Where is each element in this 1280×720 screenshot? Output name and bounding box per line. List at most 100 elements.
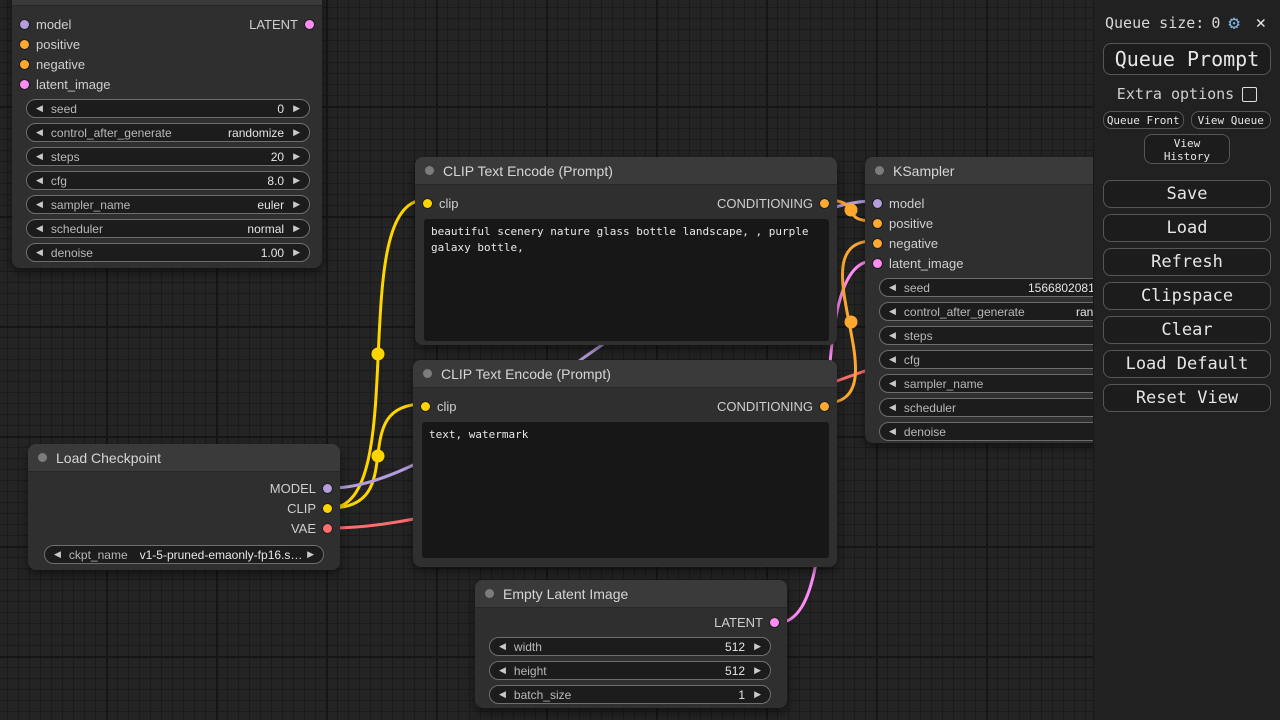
- node-header[interactable]: CLIP Text Encode (Prompt): [415, 157, 837, 185]
- node-header[interactable]: Empty Latent Image: [475, 580, 787, 608]
- clip-input-port[interactable]: [423, 198, 432, 208]
- extra-options-checkbox[interactable]: [1242, 86, 1258, 102]
- collapse-dot-icon[interactable]: [423, 369, 432, 378]
- widget-batch-size[interactable]: ◀ batch_size 1 ▶: [489, 685, 771, 704]
- model-input-port[interactable]: [20, 19, 29, 29]
- save-button[interactable]: Save: [1103, 180, 1271, 208]
- widget-height[interactable]: ◀ height 512 ▶: [489, 661, 771, 680]
- node-clip-text-encode-positive[interactable]: CLIP Text Encode (Prompt) clip CONDITION…: [415, 157, 837, 345]
- model-output-port[interactable]: [323, 483, 332, 493]
- node-header[interactable]: Load Checkpoint: [28, 444, 340, 472]
- latent-image-input-port[interactable]: [20, 79, 29, 89]
- gear-icon[interactable]: ⚙: [1228, 12, 1240, 34]
- view-history-button[interactable]: View History: [1144, 134, 1230, 164]
- clip-input-port[interactable]: [421, 401, 430, 411]
- decrement-arrow-icon[interactable]: ◀: [889, 354, 896, 364]
- link-dot: [844, 315, 858, 329]
- decrement-arrow-icon[interactable]: ◀: [889, 306, 896, 316]
- output-label: CLIP: [287, 500, 316, 516]
- increment-arrow-icon[interactable]: ▶: [293, 199, 300, 209]
- input-label: negative: [889, 235, 939, 251]
- decrement-arrow-icon[interactable]: ◀: [36, 175, 43, 185]
- queue-prompt-button[interactable]: Queue Prompt: [1103, 43, 1271, 75]
- widget-seed[interactable]: ◀ seed 0 ▶: [26, 99, 310, 118]
- model-input-port[interactable]: [873, 198, 882, 208]
- latent-output-port[interactable]: [305, 19, 314, 29]
- input-label: positive: [36, 36, 81, 52]
- node-header[interactable]: KSampler: [12, 0, 322, 6]
- increment-arrow-icon[interactable]: ▶: [293, 127, 300, 137]
- collapse-dot-icon[interactable]: [425, 166, 434, 175]
- widget-control-after-generate[interactable]: ◀ control_after_generate randomize ▶: [26, 123, 310, 142]
- clipspace-button[interactable]: Clipspace: [1103, 282, 1271, 310]
- decrement-arrow-icon[interactable]: ◀: [889, 282, 896, 292]
- view-queue-button[interactable]: View Queue: [1190, 111, 1271, 129]
- node-empty-latent-image[interactable]: Empty Latent Image LATENT ◀ width 512 ▶ …: [475, 580, 787, 708]
- decrement-arrow-icon[interactable]: ◀: [499, 689, 506, 699]
- decrement-arrow-icon[interactable]: ◀: [36, 127, 43, 137]
- node-title: Empty Latent Image: [503, 585, 629, 602]
- widget-width[interactable]: ◀ width 512 ▶: [489, 637, 771, 656]
- decrement-arrow-icon[interactable]: ◀: [889, 330, 896, 340]
- close-icon[interactable]: ✕: [1255, 13, 1266, 33]
- wire-clip-to-negative-encoder: [328, 402, 426, 510]
- positive-input-port[interactable]: [20, 39, 29, 49]
- node-title: CLIP Text Encode (Prompt): [441, 365, 611, 382]
- increment-arrow-icon[interactable]: ▶: [293, 103, 300, 113]
- queue-size-value: 0: [1211, 14, 1221, 32]
- increment-arrow-icon[interactable]: ▶: [754, 665, 761, 675]
- widget-cfg[interactable]: ◀ cfg 8.0 ▶: [26, 171, 310, 190]
- negative-input-port[interactable]: [873, 238, 882, 248]
- node-ksampler-left[interactable]: KSampler model LATENT positive negative …: [12, 0, 322, 268]
- increment-arrow-icon[interactable]: ▶: [754, 689, 761, 699]
- decrement-arrow-icon[interactable]: ◀: [36, 223, 43, 233]
- decrement-arrow-icon[interactable]: ◀: [499, 641, 506, 651]
- clear-button[interactable]: Clear: [1103, 316, 1271, 344]
- decrement-arrow-icon[interactable]: ◀: [889, 402, 896, 412]
- previous-arrow-icon[interactable]: ◀: [54, 549, 61, 559]
- decrement-arrow-icon[interactable]: ◀: [36, 151, 43, 161]
- decrement-arrow-icon[interactable]: ◀: [889, 378, 896, 388]
- widget-seed[interactable]: ◀ seed 15668020817: [879, 278, 1163, 297]
- increment-arrow-icon[interactable]: ▶: [293, 175, 300, 185]
- decrement-arrow-icon[interactable]: ◀: [36, 247, 43, 257]
- reset-view-button[interactable]: Reset View: [1103, 384, 1271, 412]
- next-arrow-icon[interactable]: ▶: [307, 549, 314, 559]
- collapse-dot-icon[interactable]: [875, 166, 884, 175]
- decrement-arrow-icon[interactable]: ◀: [36, 199, 43, 209]
- decrement-arrow-icon[interactable]: ◀: [499, 665, 506, 675]
- prompt-textarea[interactable]: text, watermark: [422, 422, 829, 558]
- prompt-textarea[interactable]: beautiful scenery nature glass bottle la…: [424, 219, 829, 341]
- load-default-button[interactable]: Load Default: [1103, 350, 1271, 378]
- vae-output-port[interactable]: [323, 523, 332, 533]
- conditioning-output-port[interactable]: [820, 198, 829, 208]
- queue-front-button[interactable]: Queue Front: [1103, 111, 1184, 129]
- clip-output-port[interactable]: [323, 503, 332, 513]
- negative-input-port[interactable]: [20, 59, 29, 69]
- widget-ckpt-name[interactable]: ◀ ckpt_name v1-5-pruned-emaonly-fp16.s… …: [44, 545, 324, 564]
- load-button[interactable]: Load: [1103, 214, 1271, 242]
- increment-arrow-icon[interactable]: ▶: [293, 151, 300, 161]
- queue-size-label: Queue size:: [1105, 14, 1205, 32]
- widget-scheduler[interactable]: ◀ scheduler normal ▶: [26, 219, 310, 238]
- node-header[interactable]: CLIP Text Encode (Prompt): [413, 360, 837, 388]
- node-load-checkpoint[interactable]: Load Checkpoint MODEL CLIP VAE ◀ ckpt_na…: [28, 444, 340, 570]
- collapse-dot-icon[interactable]: [485, 589, 494, 598]
- decrement-arrow-icon[interactable]: ◀: [889, 426, 896, 436]
- increment-arrow-icon[interactable]: ▶: [293, 247, 300, 257]
- collapse-dot-icon[interactable]: [38, 453, 47, 462]
- widget-steps[interactable]: ◀ steps 20 ▶: [26, 147, 310, 166]
- widget-sampler-name[interactable]: ◀ sampler_name euler ▶: [26, 195, 310, 214]
- increment-arrow-icon[interactable]: ▶: [754, 641, 761, 651]
- decrement-arrow-icon[interactable]: ◀: [36, 103, 43, 113]
- node-clip-text-encode-negative[interactable]: CLIP Text Encode (Prompt) clip CONDITION…: [413, 360, 837, 567]
- refresh-button[interactable]: Refresh: [1103, 248, 1271, 276]
- latent-image-input-port[interactable]: [873, 258, 882, 268]
- extra-options-label: Extra options: [1116, 85, 1235, 103]
- conditioning-output-port[interactable]: [820, 401, 829, 411]
- widget-denoise[interactable]: ◀ denoise 1.00 ▶: [26, 243, 310, 262]
- latent-output-port[interactable]: [770, 617, 779, 627]
- increment-arrow-icon[interactable]: ▶: [293, 223, 300, 233]
- positive-input-port[interactable]: [873, 218, 882, 228]
